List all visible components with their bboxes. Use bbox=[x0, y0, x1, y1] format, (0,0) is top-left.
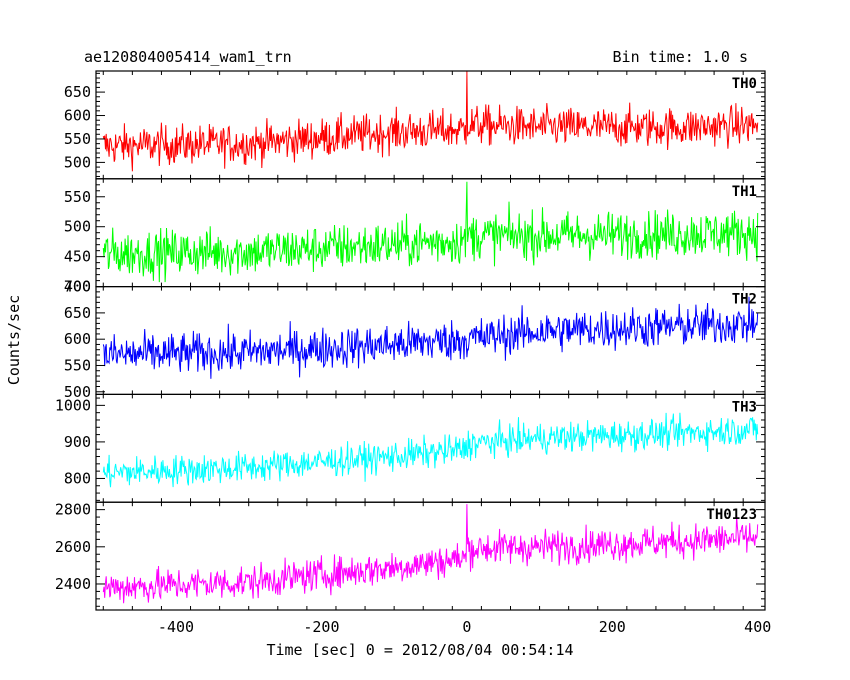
y-tick-label: 800 bbox=[64, 469, 91, 487]
panel-th2: 500 550 600 650 700 TH2 bbox=[64, 278, 766, 401]
y-tick-label: 550 bbox=[64, 188, 91, 206]
series-th0-line bbox=[102, 71, 759, 172]
y-tick-label: 500 bbox=[64, 218, 91, 236]
x-tick-label: -200 bbox=[303, 618, 339, 636]
series-th2-line bbox=[102, 296, 759, 379]
x-tick-label: 400 bbox=[744, 618, 771, 636]
y-axis-title: Counts/sec bbox=[5, 295, 23, 385]
y-tick-label: 900 bbox=[64, 433, 91, 451]
y-tick-label: 600 bbox=[64, 330, 91, 348]
panel-label-th2: TH2 bbox=[732, 292, 757, 308]
panel-th0123: 2400 2600 2800 TH0123 bbox=[55, 501, 766, 611]
panels: 500 550 600 650 TH0 400 450 500 550 TH1 500 550 600 6… bbox=[55, 70, 771, 636]
panel-frame bbox=[95, 501, 766, 611]
y-tick-label: 450 bbox=[64, 248, 91, 266]
series-th3-line bbox=[102, 412, 759, 488]
y-tick-label: 2800 bbox=[55, 501, 91, 519]
panel-th0: 500 550 600 650 TH0 bbox=[64, 70, 766, 180]
panel-th1: 400 450 500 550 TH1 bbox=[64, 178, 766, 296]
panel-th3: 800 900 1000 TH3 bbox=[55, 393, 766, 503]
y-tick-label: 2400 bbox=[55, 575, 91, 593]
chart-title: ae120804005414_wam1_trn bbox=[84, 48, 292, 66]
y-tick-label: 650 bbox=[64, 304, 91, 322]
y-tick-label: 650 bbox=[64, 83, 91, 101]
bin-time-label: Bin time: 1.0 s bbox=[613, 48, 748, 66]
x-axis-title: Time [sec] 0 = 2012/08/04 00:54:14 bbox=[266, 641, 573, 659]
y-tick-label: 500 bbox=[64, 383, 91, 401]
y-tick-label: 600 bbox=[64, 107, 91, 125]
y-tick-label: 1000 bbox=[55, 396, 91, 414]
y-tick-label: 400 bbox=[64, 278, 91, 296]
x-tick-label: 200 bbox=[599, 618, 626, 636]
panel-label-th1: TH1 bbox=[732, 184, 757, 200]
y-tick-label: 500 bbox=[64, 153, 91, 171]
series-th0123-line bbox=[102, 504, 759, 604]
panel-label-th0: TH0 bbox=[732, 76, 757, 92]
panel-label-th0123: TH0123 bbox=[706, 507, 757, 523]
y-tick-label: 2600 bbox=[55, 538, 91, 556]
y-tick-label: 550 bbox=[64, 130, 91, 148]
y-tick-label: 700 bbox=[64, 278, 91, 296]
x-tick-label: 0 bbox=[462, 618, 471, 636]
y-tick-label: 550 bbox=[64, 356, 91, 374]
x-tick-label: -400 bbox=[158, 618, 194, 636]
panel-label-th3: TH3 bbox=[732, 399, 757, 415]
series-th1-line bbox=[102, 181, 759, 283]
